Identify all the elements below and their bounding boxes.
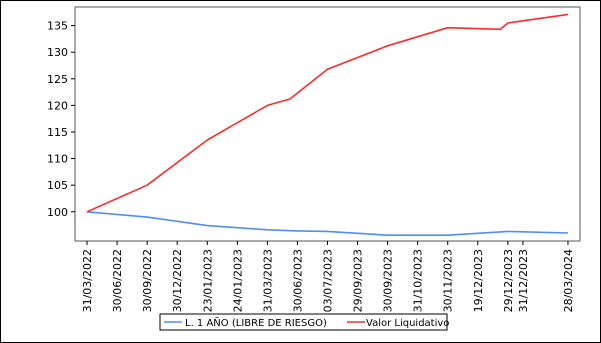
x-tick-label: 19/12/2023	[472, 249, 485, 312]
y-tick-label: 135	[47, 20, 68, 33]
legend: L. 1 AÑO (LIBRE DE RIESGO) Valor Liquida…	[159, 313, 449, 331]
y-tick-label: 110	[47, 153, 68, 166]
legend-label-risk-free: L. 1 AÑO (LIBRE DE RIESGO)	[185, 316, 327, 329]
series-lines	[86, 13, 569, 236]
x-tick-label: 30/09/2023	[382, 249, 395, 312]
x-tick-label: 29/09/2023	[352, 249, 365, 312]
x-tick-label: 23/01/2023	[201, 249, 214, 312]
legend-box	[159, 313, 448, 331]
y-tick-label: 105	[47, 179, 68, 192]
x-tick-label: 30/09/2022	[141, 249, 154, 312]
x-tick-label: 29/12/2023	[502, 249, 515, 312]
x-tick-label: 31/03/2022	[81, 249, 94, 312]
series-line-risk-free	[86, 211, 569, 236]
x-tick-label: 31/03/2023	[261, 249, 274, 312]
x-tick-label: 31/12/2023	[517, 249, 530, 312]
y-tick-label: 100	[47, 206, 68, 219]
series-line-valor-liquidativo	[86, 13, 569, 213]
x-tick-label: 24/01/2023	[231, 249, 244, 312]
plot-area	[74, 6, 581, 242]
y-axis: 100 105 110 115 120 125 130 135	[47, 20, 75, 219]
y-tick-label: 115	[47, 126, 68, 139]
legend-label-valor-liquidativo: Valor Liquidativo	[366, 318, 449, 329]
y-tick-label: 125	[47, 73, 68, 86]
y-tick-label: 120	[47, 99, 68, 112]
x-tick-label: 28/03/2024	[562, 249, 575, 312]
x-tick-label: 03/07/2023	[322, 249, 335, 312]
x-axis: 31/03/2022 30/06/2022 30/09/2022 30/12/2022…	[81, 241, 575, 312]
x-tick-label: 31/10/2023	[412, 249, 425, 312]
y-tick-label: 130	[47, 46, 68, 59]
x-tick-label: 30/06/2023	[291, 249, 304, 312]
x-tick-label: 30/11/2023	[442, 249, 455, 312]
x-tick-label: 30/06/2022	[111, 249, 124, 312]
x-tick-label: 30/12/2022	[171, 249, 184, 312]
